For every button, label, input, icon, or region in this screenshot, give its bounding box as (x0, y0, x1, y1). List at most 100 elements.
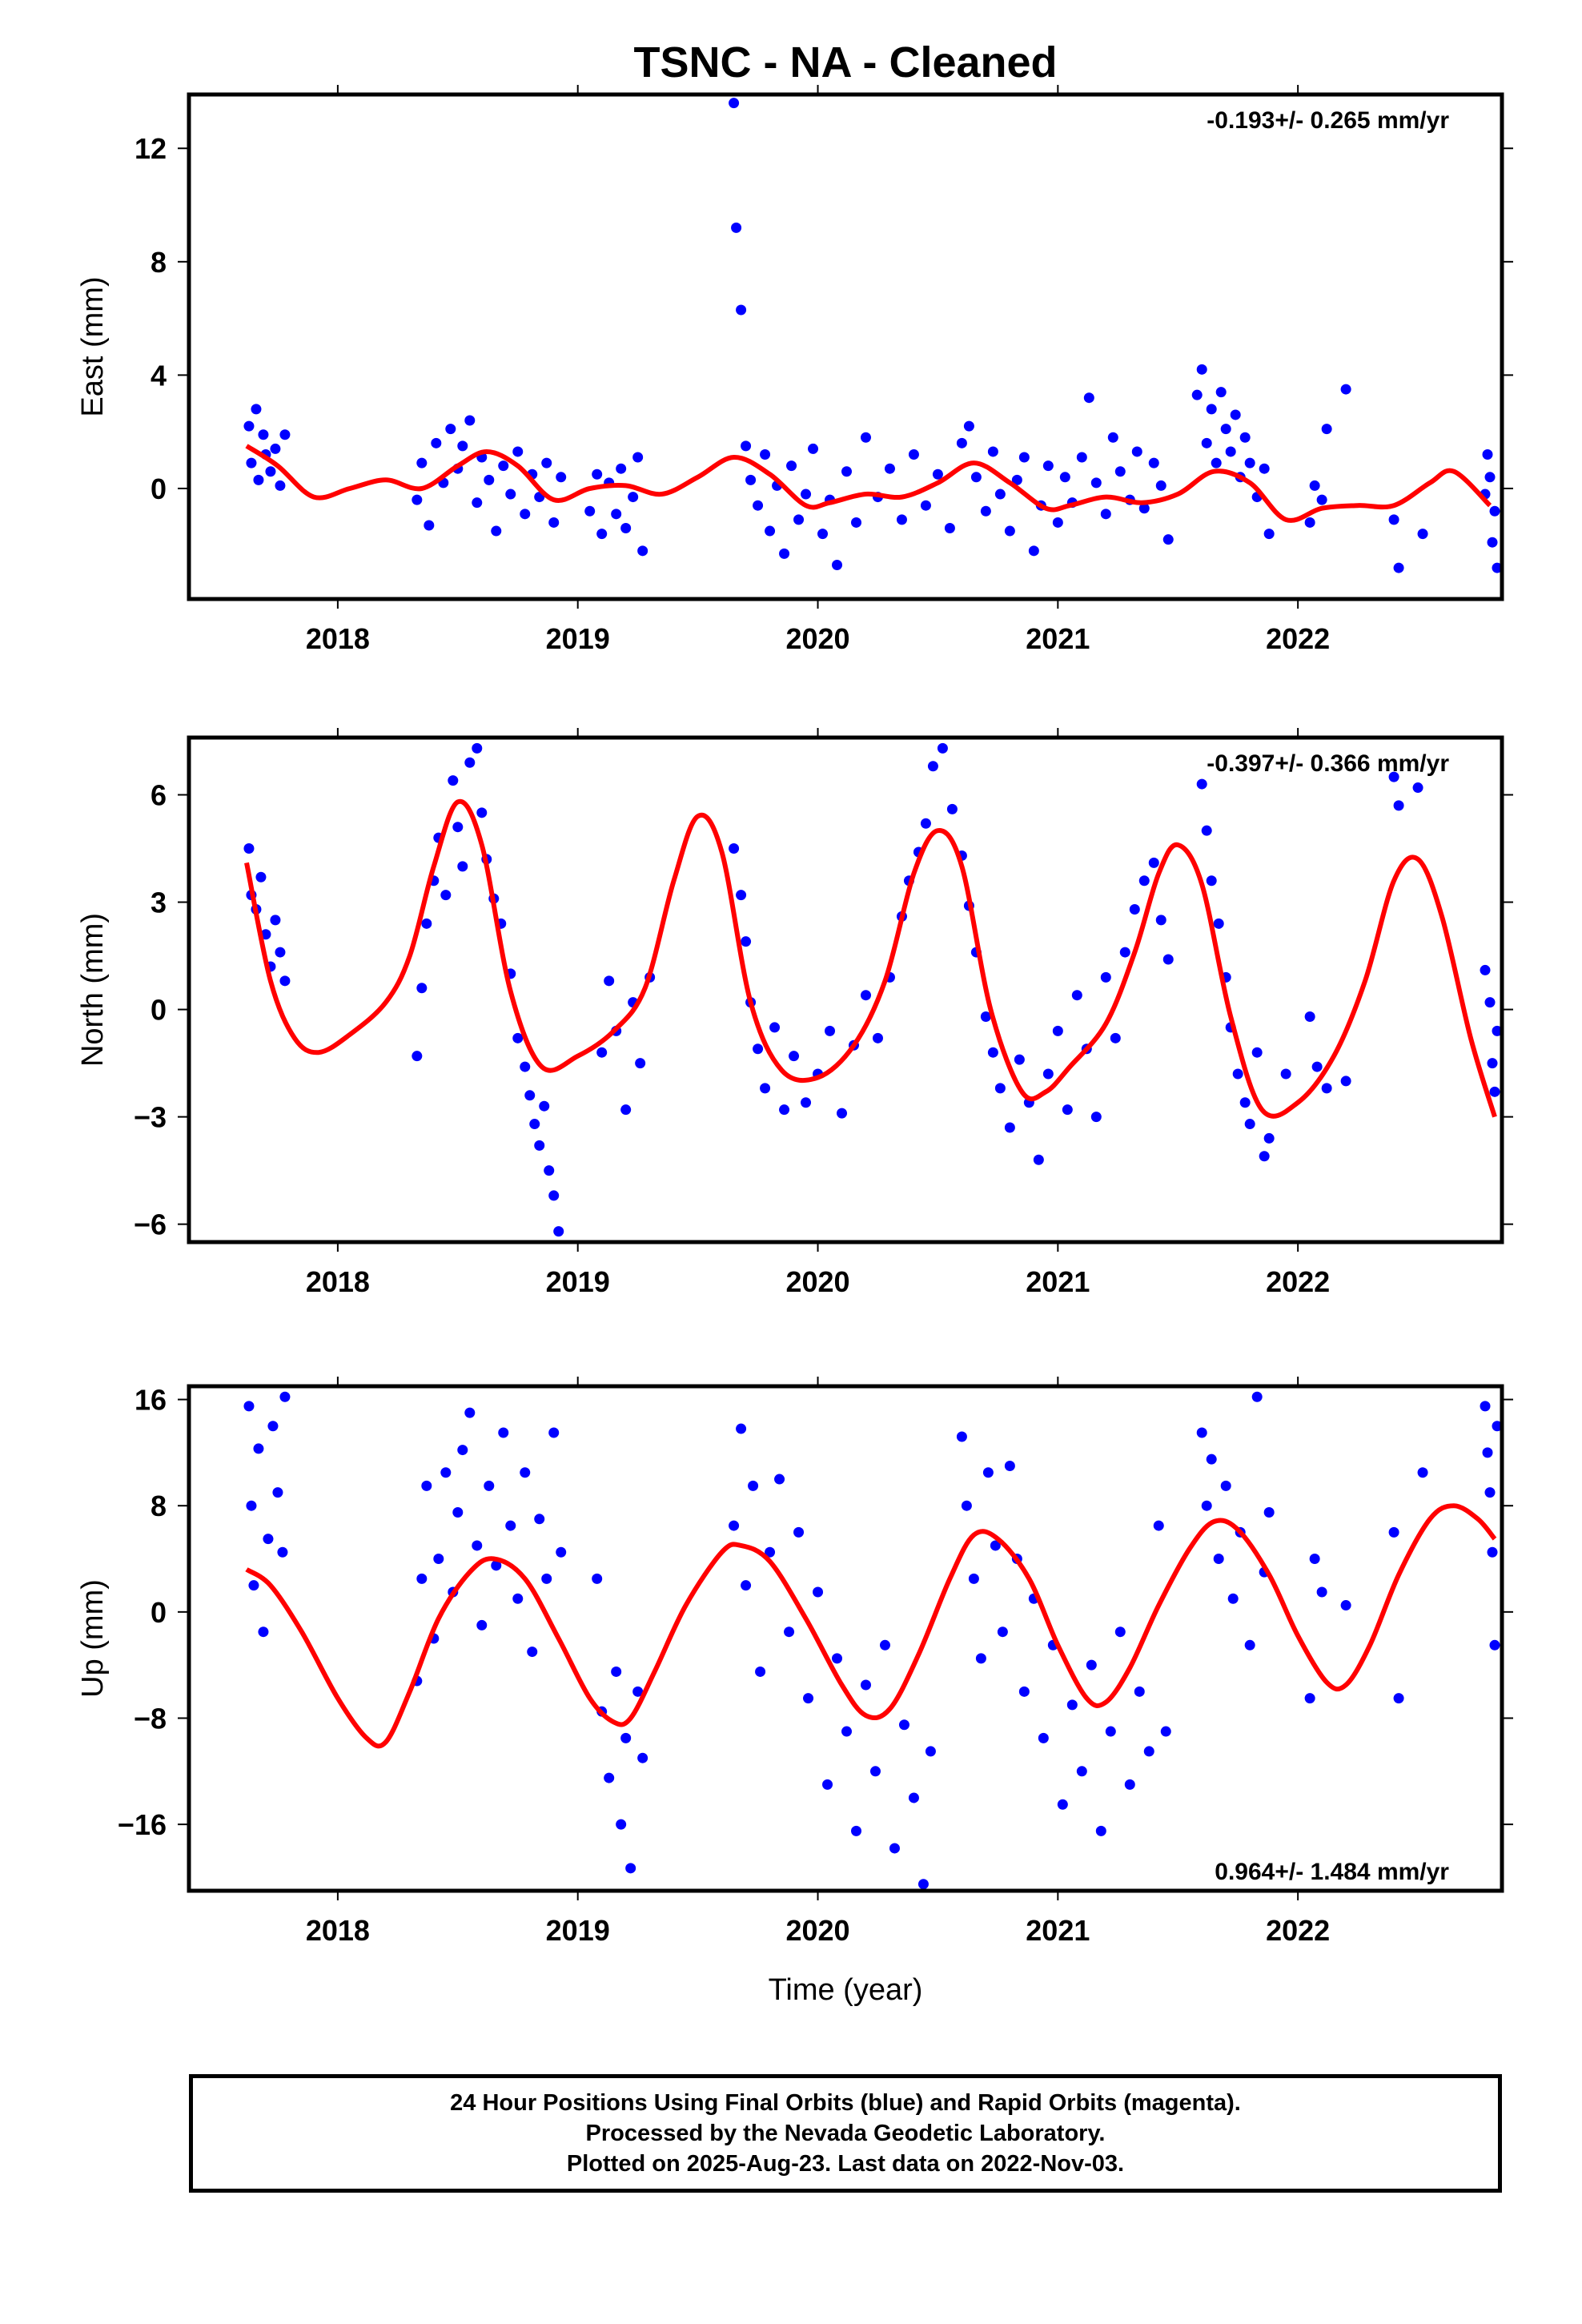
data-point (1038, 1732, 1049, 1743)
data-point (416, 1573, 428, 1584)
data-point (1107, 432, 1118, 443)
data-point (279, 975, 291, 987)
data-point (850, 517, 861, 528)
data-point (1480, 964, 1491, 975)
data-point (421, 918, 432, 929)
data-point (1489, 1086, 1500, 1097)
data-point (484, 474, 495, 485)
footer-line-3: Plotted on 2025-Aug-23. Last data on 202… (566, 2151, 1125, 2177)
data-point (975, 1653, 986, 1664)
data-point (476, 1619, 488, 1630)
data-point (632, 452, 644, 463)
data-point (1062, 1104, 1073, 1116)
data-point (421, 1480, 432, 1491)
data-point (265, 466, 276, 477)
data-point (1251, 1047, 1263, 1058)
data-point (980, 505, 991, 517)
data-point (786, 460, 797, 472)
data-point (920, 818, 931, 829)
y-tick-label: 0 (151, 994, 167, 1027)
data-point (729, 1520, 740, 1531)
data-point (476, 807, 488, 818)
data-point (1090, 1112, 1102, 1123)
chart-panels: 2018 2019 2020 2021 2022 0 4 8 12 East (mm) -0.193… (76, 85, 1513, 2007)
data-point (505, 1520, 516, 1531)
data-point (1487, 1058, 1498, 1069)
data-point (793, 1526, 805, 1538)
data-point (637, 545, 648, 557)
data-point (1162, 954, 1174, 965)
data-point (270, 443, 281, 454)
y-tick-label: −3 (134, 1101, 167, 1134)
data-point (512, 1032, 524, 1043)
x-tick-label: 2020 (785, 622, 849, 655)
data-point (779, 548, 790, 559)
data-point (1321, 424, 1332, 435)
y-axis-label: Up (mm) (76, 1579, 110, 1698)
x-tick-label: 2022 (1266, 1265, 1330, 1298)
data-point (1484, 997, 1496, 1008)
x-tick-label: 2019 (546, 1914, 610, 1947)
data-point (246, 457, 257, 468)
data-point (741, 936, 752, 947)
data-point (1042, 1068, 1054, 1080)
data-point (1492, 1421, 1502, 1432)
data-point (946, 803, 958, 814)
data-point (753, 1043, 764, 1055)
data-point (961, 1500, 972, 1511)
data-point (520, 1467, 531, 1478)
data-point (990, 1540, 1001, 1551)
data-point (457, 440, 468, 452)
data-point (412, 1051, 423, 1062)
data-point (1232, 1068, 1243, 1080)
data-point (520, 1061, 531, 1072)
data-point (884, 463, 895, 474)
data-point (1033, 1154, 1044, 1165)
data-point (548, 517, 560, 528)
y-tick-label: 0 (151, 1596, 167, 1629)
data-point (1100, 509, 1111, 520)
data-point (1090, 477, 1102, 489)
data-point (1018, 452, 1030, 463)
data-point (616, 1819, 627, 1830)
data-point (1018, 1686, 1030, 1697)
data-point (860, 432, 871, 443)
data-point (527, 1647, 538, 1658)
data-point (1316, 1586, 1327, 1598)
data-point (968, 1573, 979, 1584)
data-point (1201, 825, 1212, 836)
data-point (592, 468, 603, 480)
data-point (1388, 1526, 1399, 1538)
data-point (1263, 1132, 1275, 1144)
x-tick-label: 2020 (785, 1914, 849, 1947)
data-point (1191, 389, 1203, 400)
panel-north: 2018 2019 2020 2021 2022 −6 −3 0 3 6 North (mm) -0.… (76, 728, 1513, 1298)
y-tick-label: −16 (118, 1808, 167, 1841)
data-point (1083, 392, 1094, 404)
data-point (729, 98, 740, 109)
data-point (1011, 474, 1022, 485)
data-point (1492, 562, 1502, 573)
data-point (1309, 480, 1320, 491)
data-point (963, 420, 974, 432)
data-point (1244, 1639, 1255, 1651)
data-point (1482, 1447, 1493, 1458)
data-point (541, 1573, 552, 1584)
panel-east: 2018 2019 2020 2021 2022 0 4 8 12 East (mm) -0.193… (76, 85, 1513, 655)
data-point (604, 975, 615, 987)
data-point (1119, 947, 1130, 958)
data-point (755, 1666, 766, 1677)
data-point (801, 1097, 812, 1108)
data-point (472, 742, 483, 754)
data-point (1311, 1061, 1323, 1072)
data-point (1160, 1726, 1171, 1737)
data-point (1388, 514, 1399, 525)
data-point (1196, 1427, 1207, 1438)
data-point (1086, 1659, 1097, 1671)
data-point (1162, 534, 1174, 545)
data-point (596, 529, 608, 540)
data-point (1482, 448, 1493, 460)
y-axis-label: East (mm) (76, 276, 110, 416)
data-point (472, 1540, 483, 1551)
data-point (994, 489, 1006, 500)
